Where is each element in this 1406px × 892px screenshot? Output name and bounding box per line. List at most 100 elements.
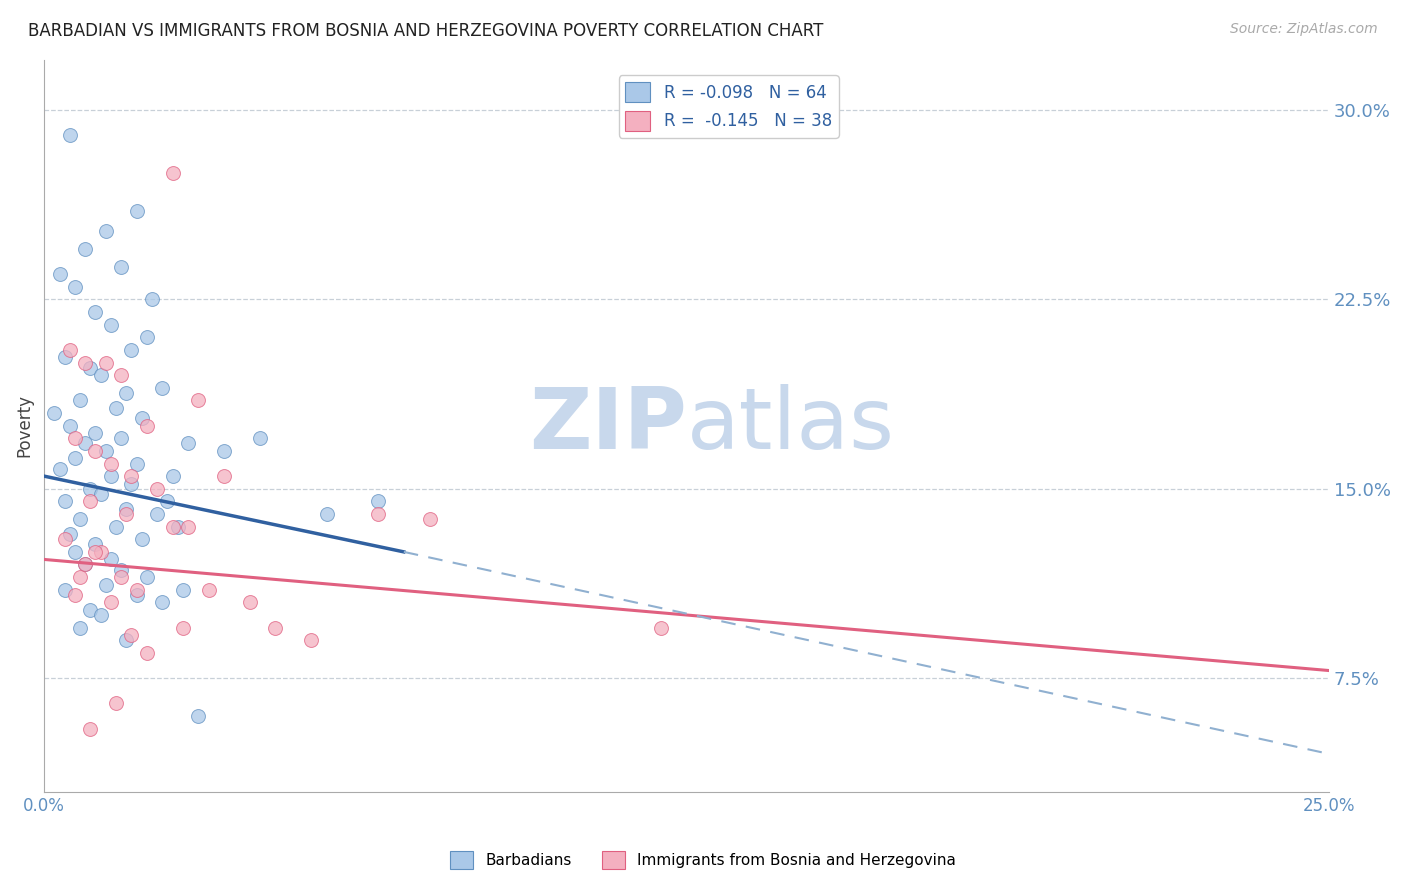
Point	[48, 461, 70, 475]
Point	[90, 545, 112, 559]
Point	[110, 570, 132, 584]
Text: Source: ZipAtlas.com: Source: ZipAtlas.com	[1230, 22, 1378, 37]
Point	[48, 267, 70, 281]
Point	[131, 411, 153, 425]
Point	[69, 512, 91, 526]
Point	[115, 502, 138, 516]
Point	[121, 469, 143, 483]
Point	[90, 607, 112, 622]
Point	[264, 621, 287, 635]
Legend: Barbadians, Immigrants from Bosnia and Herzegovina: Barbadians, Immigrants from Bosnia and H…	[444, 845, 962, 875]
Point	[135, 570, 157, 584]
Point	[121, 476, 143, 491]
Point	[84, 426, 107, 441]
Point	[94, 355, 117, 369]
Point	[94, 577, 117, 591]
Point	[59, 128, 82, 143]
Point	[63, 588, 86, 602]
Point	[79, 722, 101, 736]
Point	[115, 633, 138, 648]
Point	[187, 393, 209, 408]
Point	[100, 552, 122, 566]
Point	[212, 443, 235, 458]
Point	[84, 305, 107, 319]
Point	[90, 487, 112, 501]
Point	[90, 368, 112, 383]
Point	[125, 204, 148, 219]
Point	[75, 558, 97, 572]
Text: BARBADIAN VS IMMIGRANTS FROM BOSNIA AND HERZEGOVINA POVERTY CORRELATION CHART: BARBADIAN VS IMMIGRANTS FROM BOSNIA AND …	[28, 22, 824, 40]
Point	[53, 582, 76, 597]
Point	[44, 406, 66, 420]
Point	[105, 519, 128, 533]
Point	[84, 537, 107, 551]
Point	[150, 381, 173, 395]
Point	[146, 507, 169, 521]
Point	[110, 368, 132, 383]
Point	[197, 582, 219, 597]
Point	[110, 431, 132, 445]
Point	[162, 166, 184, 180]
Point	[249, 431, 271, 445]
Point	[162, 519, 184, 533]
Point	[367, 494, 389, 508]
Point	[125, 457, 148, 471]
Point	[75, 436, 97, 450]
Point	[141, 293, 163, 307]
Point	[59, 527, 82, 541]
Point	[69, 570, 91, 584]
Point	[63, 451, 86, 466]
Point	[53, 494, 76, 508]
Point	[100, 318, 122, 332]
Point	[110, 260, 132, 274]
Point	[79, 360, 101, 375]
Point	[418, 512, 440, 526]
Point	[187, 709, 209, 723]
Point	[75, 242, 97, 256]
Point	[115, 507, 138, 521]
Point	[177, 519, 200, 533]
Point	[315, 507, 337, 521]
Point	[239, 595, 262, 609]
Point	[172, 621, 194, 635]
Point	[94, 443, 117, 458]
Point	[69, 621, 91, 635]
Point	[177, 436, 200, 450]
Point	[100, 595, 122, 609]
Point	[367, 507, 389, 521]
Point	[121, 343, 143, 357]
Point	[105, 401, 128, 415]
Point	[172, 582, 194, 597]
Point	[650, 621, 672, 635]
Point	[53, 533, 76, 547]
Point	[63, 545, 86, 559]
Point	[84, 545, 107, 559]
Point	[79, 494, 101, 508]
Point	[105, 697, 128, 711]
Point	[59, 343, 82, 357]
Point	[100, 469, 122, 483]
Point	[156, 494, 179, 508]
Point	[110, 563, 132, 577]
Text: atlas: atlas	[686, 384, 894, 467]
Legend: R = -0.098   N = 64, R =  -0.145   N = 38: R = -0.098 N = 64, R = -0.145 N = 38	[619, 75, 839, 137]
Point	[162, 469, 184, 483]
Text: ZIP: ZIP	[529, 384, 686, 467]
Point	[146, 482, 169, 496]
Point	[299, 633, 322, 648]
Point	[100, 457, 122, 471]
Point	[150, 595, 173, 609]
Point	[63, 431, 86, 445]
Point	[212, 469, 235, 483]
Point	[79, 482, 101, 496]
Point	[131, 533, 153, 547]
Point	[135, 646, 157, 660]
Point	[125, 588, 148, 602]
Point	[125, 582, 148, 597]
Point	[135, 330, 157, 344]
Point	[59, 418, 82, 433]
Point	[135, 418, 157, 433]
Point	[166, 519, 188, 533]
Point	[79, 603, 101, 617]
Point	[63, 280, 86, 294]
